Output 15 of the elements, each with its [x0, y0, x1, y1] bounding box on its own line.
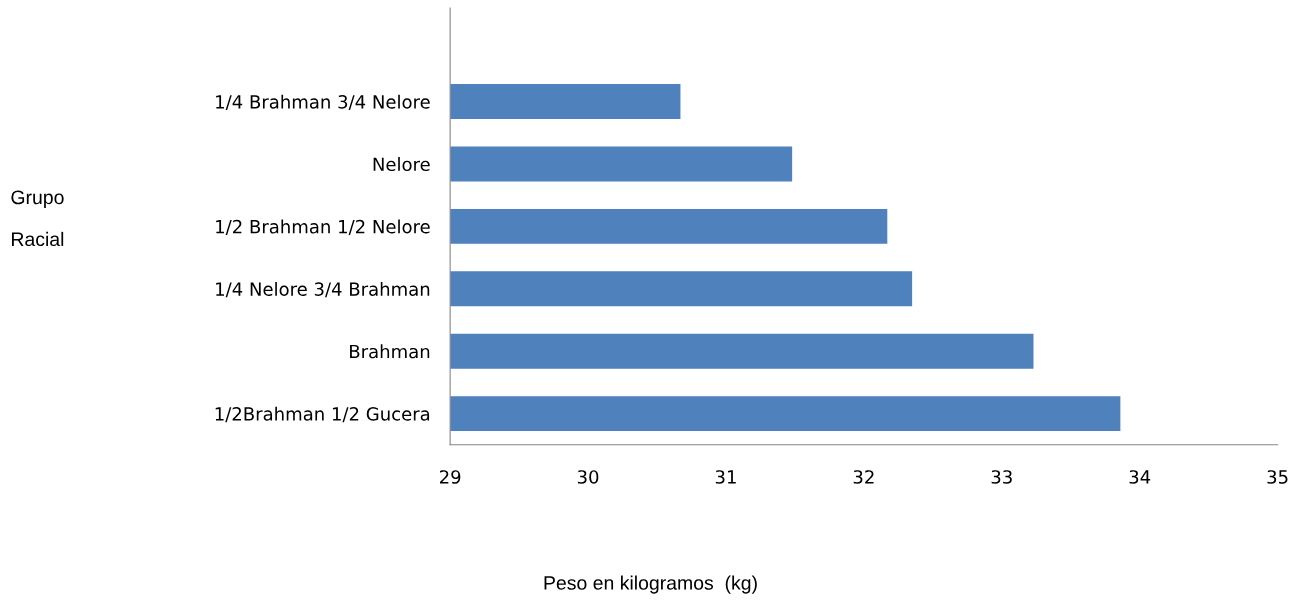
y-tick-label: 1/2 Brahman 1/2 Nelore — [216, 219, 430, 235]
text: Grupo Racial — [11, 190, 64, 247]
x-tick-label: 29 — [439, 470, 461, 484]
y-tick-label: Nelore — [373, 157, 430, 172]
x-tick-label: 30 — [577, 470, 599, 484]
x-tick-label: 34 — [1129, 470, 1151, 484]
y-tick-label: 1/4 Brahman 3/4 Nelore — [216, 94, 430, 111]
y-tick-label: 1/4 Nelore 3/4 Brahman — [216, 281, 430, 298]
x-tick-label: 31 — [715, 470, 736, 484]
x-axis-title: Peso en kilogramos (kg) — [544, 575, 757, 594]
x-tick-label: 33 — [991, 470, 1012, 484]
y-tick-label: Brahman — [350, 344, 430, 359]
y-tick-label: 1/2Brahman 1/2 Gucera — [215, 406, 430, 423]
x-tick-label: 35 — [1267, 470, 1288, 484]
x-tick-label: 32 — [853, 470, 874, 484]
